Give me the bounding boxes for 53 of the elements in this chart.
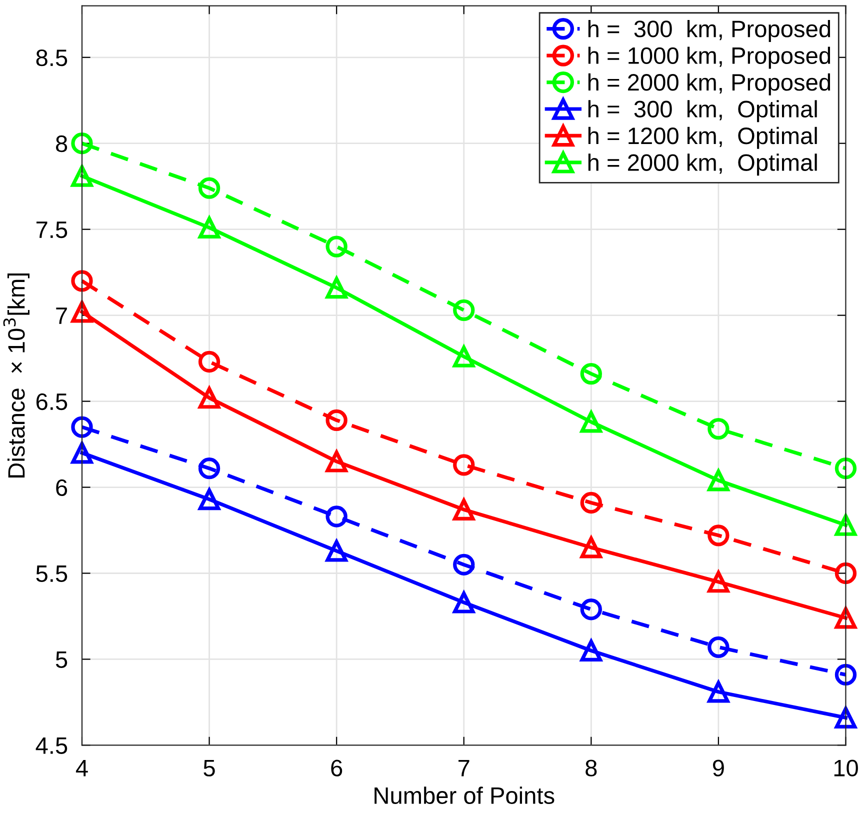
point: [198, 488, 220, 510]
point: [580, 492, 602, 514]
point: [708, 524, 730, 546]
point: [453, 346, 475, 368]
legend-label: h = 300 km, Optimal: [588, 100, 817, 122]
x-tick-label: 4: [76, 760, 88, 776]
y-tick-label: 5.5: [36, 566, 68, 582]
legend-label: h = 2000 km, Proposed: [588, 73, 830, 96]
point: [71, 270, 93, 292]
point: [708, 418, 730, 440]
point: [834, 514, 857, 536]
y-tick-label: 6.5: [36, 393, 68, 410]
point: [834, 562, 857, 584]
point: [198, 350, 220, 373]
point: [198, 458, 220, 480]
point: [453, 299, 475, 321]
x-tick-label: 9: [712, 760, 724, 776]
y-tick-label: 7.5: [36, 222, 68, 238]
legend-label: h = 1000 km, Proposed: [588, 46, 830, 69]
legend-label: h = 2000 km, Optimal: [588, 154, 817, 176]
y-tick-label: 6: [56, 479, 68, 496]
point: [326, 409, 348, 432]
point: [71, 132, 93, 154]
point: [834, 458, 857, 480]
point: [708, 636, 730, 658]
legend-label: h = 1200 km, Optimal: [588, 126, 817, 149]
point: [834, 664, 857, 686]
point: [71, 416, 93, 438]
point: [198, 216, 220, 238]
x-tick-label: 10: [834, 760, 858, 776]
point: [198, 177, 220, 199]
y-axis-title: Distance × 10$^{3}$[km]: [3, 273, 30, 478]
y-tick-label: 8: [56, 135, 68, 152]
point: [580, 598, 602, 620]
x-tick-label: 6: [331, 760, 342, 776]
point: [326, 276, 348, 299]
point: [834, 706, 857, 729]
point: [580, 362, 602, 385]
x-tick-label: 7: [458, 760, 470, 776]
x-tick-label: 8: [586, 760, 597, 776]
legend-label: h = 300 km, Proposed: [588, 20, 830, 42]
point: [580, 640, 602, 662]
point: [326, 236, 348, 258]
y-tick-label: 8.5: [36, 49, 68, 66]
point: [453, 554, 475, 576]
x-axis-title: Number of Points: [374, 786, 554, 804]
y-tick-label: 7: [56, 308, 67, 324]
x-tick-label: 5: [204, 760, 215, 776]
y-tick-label: 5: [56, 652, 68, 668]
point: [326, 506, 348, 528]
point: [453, 454, 475, 476]
point: [453, 498, 475, 520]
y-tick-label: 4.5: [36, 738, 68, 754]
